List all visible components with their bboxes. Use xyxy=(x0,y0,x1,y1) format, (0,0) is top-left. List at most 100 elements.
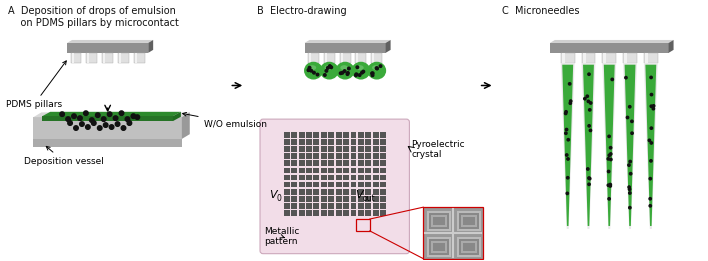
Circle shape xyxy=(628,188,631,191)
Bar xyxy=(314,161,319,166)
Bar xyxy=(329,139,334,145)
Bar xyxy=(135,53,137,63)
Bar xyxy=(103,53,105,63)
Circle shape xyxy=(631,120,633,123)
Bar xyxy=(87,53,89,63)
Bar xyxy=(343,203,349,209)
Circle shape xyxy=(650,105,653,108)
Bar xyxy=(291,132,297,138)
Circle shape xyxy=(66,117,70,121)
Bar xyxy=(624,53,627,63)
Bar xyxy=(321,210,327,216)
Bar xyxy=(321,196,327,202)
Bar xyxy=(429,213,449,229)
Bar xyxy=(380,203,386,209)
Circle shape xyxy=(316,73,319,76)
Circle shape xyxy=(356,66,359,69)
Bar xyxy=(325,53,327,63)
Bar xyxy=(380,189,386,195)
Bar xyxy=(336,203,342,209)
Bar xyxy=(329,153,334,159)
Bar xyxy=(371,53,382,63)
Bar xyxy=(72,53,74,63)
Circle shape xyxy=(84,111,88,115)
Bar xyxy=(314,153,319,159)
Bar xyxy=(433,243,445,251)
Circle shape xyxy=(329,65,331,67)
Bar xyxy=(284,189,290,195)
Bar xyxy=(365,153,371,159)
Polygon shape xyxy=(604,65,615,226)
Bar xyxy=(350,175,356,180)
Circle shape xyxy=(326,67,329,69)
Circle shape xyxy=(78,116,82,120)
Bar xyxy=(336,153,342,159)
Bar xyxy=(329,175,334,180)
Bar xyxy=(343,139,349,145)
Circle shape xyxy=(628,164,630,166)
Bar xyxy=(350,182,356,187)
Polygon shape xyxy=(644,63,658,229)
Bar xyxy=(284,175,290,180)
Bar xyxy=(291,182,297,187)
Circle shape xyxy=(371,74,374,76)
Circle shape xyxy=(650,127,653,129)
Text: V: V xyxy=(269,190,277,200)
Circle shape xyxy=(98,126,102,130)
Bar xyxy=(355,53,366,63)
Circle shape xyxy=(629,192,631,194)
Bar xyxy=(343,132,349,138)
Bar xyxy=(299,146,304,152)
Bar xyxy=(67,43,148,53)
Polygon shape xyxy=(148,40,153,53)
Circle shape xyxy=(583,98,586,100)
Bar xyxy=(350,153,356,159)
Bar xyxy=(380,153,386,159)
Circle shape xyxy=(376,67,378,70)
Ellipse shape xyxy=(367,62,386,80)
Circle shape xyxy=(608,198,610,200)
Circle shape xyxy=(609,183,612,186)
Bar xyxy=(365,146,371,152)
Bar xyxy=(336,175,342,180)
Bar xyxy=(33,139,182,147)
Bar xyxy=(299,175,304,180)
Bar xyxy=(433,217,445,225)
Circle shape xyxy=(131,114,136,118)
Bar xyxy=(314,182,319,187)
Circle shape xyxy=(610,158,612,161)
Circle shape xyxy=(125,117,130,121)
Bar xyxy=(324,53,335,63)
Bar xyxy=(329,146,334,152)
Bar xyxy=(373,168,379,173)
Text: Pyroelectric
crystal: Pyroelectric crystal xyxy=(411,140,465,159)
Polygon shape xyxy=(42,112,181,116)
Bar xyxy=(461,241,476,253)
Circle shape xyxy=(308,67,311,69)
Circle shape xyxy=(611,78,613,81)
Polygon shape xyxy=(173,112,181,121)
Circle shape xyxy=(569,100,572,102)
Bar xyxy=(284,153,290,159)
Bar xyxy=(358,210,364,216)
Bar xyxy=(350,139,356,145)
Bar xyxy=(459,239,479,255)
Bar xyxy=(314,139,319,145)
Bar xyxy=(373,196,379,202)
Bar xyxy=(463,243,474,251)
Bar xyxy=(365,203,371,209)
Circle shape xyxy=(372,72,374,75)
Bar xyxy=(373,153,379,159)
Bar xyxy=(365,175,371,180)
Text: W/O emulsion: W/O emulsion xyxy=(183,112,267,128)
Ellipse shape xyxy=(352,62,370,80)
Bar xyxy=(299,189,304,195)
Bar xyxy=(329,132,334,138)
Bar xyxy=(308,53,319,63)
Bar xyxy=(343,153,349,159)
Ellipse shape xyxy=(356,65,364,70)
Bar xyxy=(336,139,342,145)
Circle shape xyxy=(590,102,592,104)
Text: Metallic
pattern: Metallic pattern xyxy=(264,227,299,246)
Bar xyxy=(321,203,327,209)
